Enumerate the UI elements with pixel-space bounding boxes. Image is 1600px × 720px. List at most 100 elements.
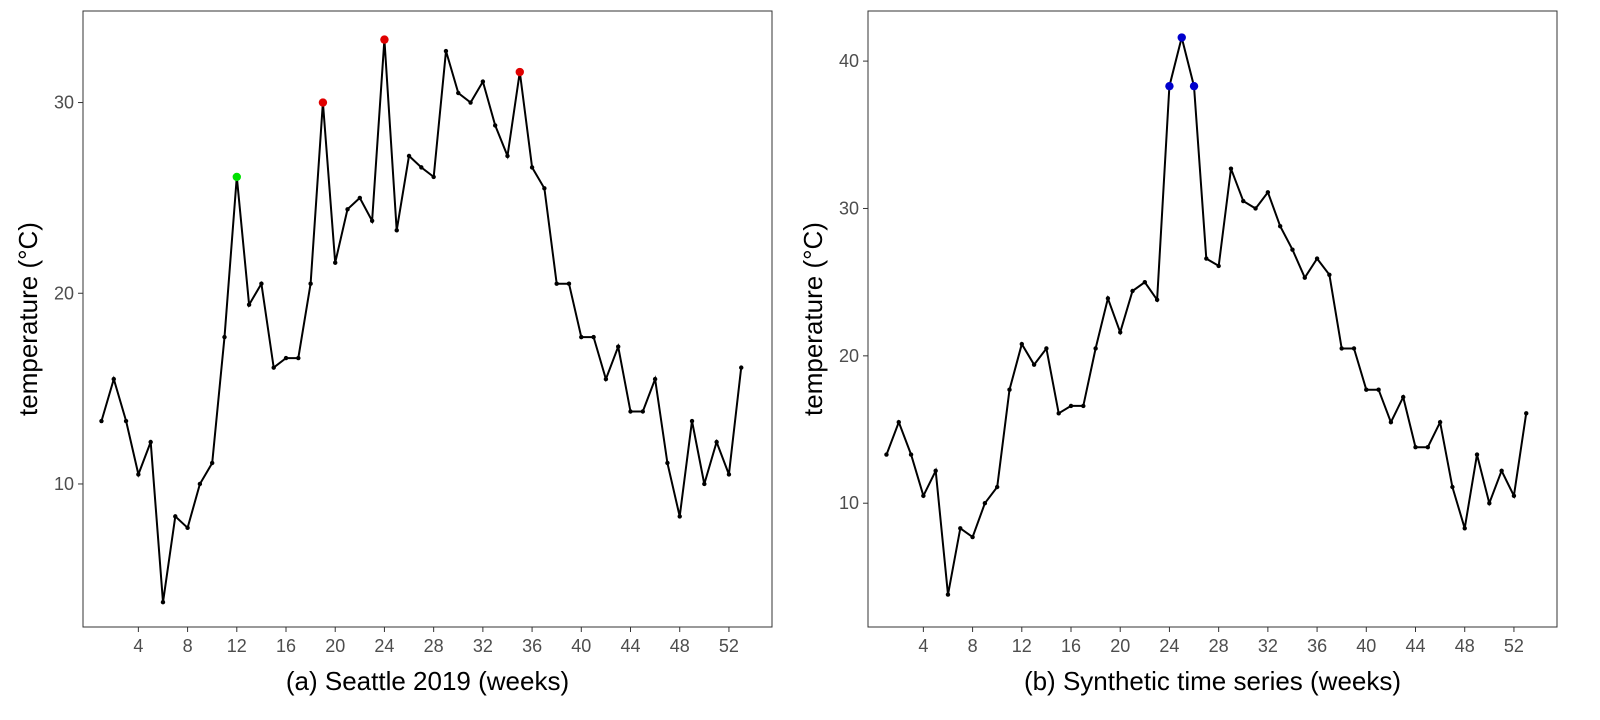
x-tick-label: 24 — [374, 636, 394, 656]
data-point — [1388, 419, 1394, 425]
series-line-a — [100, 39, 743, 603]
data-point — [945, 592, 951, 597]
data-point — [1031, 362, 1037, 367]
data-point — [1487, 501, 1492, 506]
x-tick-label: 52 — [719, 636, 739, 656]
data-point — [1499, 468, 1504, 473]
data-point — [591, 334, 596, 340]
x-tick-label: 52 — [1504, 636, 1524, 656]
data-point — [271, 365, 276, 370]
data-point — [1462, 526, 1467, 531]
data-point — [160, 600, 166, 605]
data-point — [209, 460, 215, 466]
y-tick-label: 40 — [839, 51, 859, 71]
data-point — [689, 418, 695, 424]
data-point — [739, 365, 744, 370]
x-tick-label: 44 — [1405, 636, 1425, 656]
data-point — [468, 100, 473, 105]
highlight-point — [1189, 81, 1199, 91]
data-point — [1265, 190, 1271, 195]
data-point — [970, 534, 975, 540]
highlight-point — [318, 98, 328, 107]
data-point — [1314, 256, 1320, 261]
data-point — [1290, 247, 1295, 252]
data-point — [283, 355, 289, 361]
data-point — [1364, 387, 1369, 392]
data-point — [1524, 411, 1529, 416]
data-point — [896, 419, 901, 425]
data-point — [628, 409, 633, 414]
data-point — [616, 344, 621, 349]
chart-a-xlabel: (a) Seattle 2019 (weeks) — [286, 666, 569, 696]
panel-border-a — [82, 10, 773, 628]
x-tick-label: 44 — [620, 636, 640, 656]
data-point — [492, 123, 498, 128]
chart-b-xlabel: (b) Synthetic time series (weeks) — [1024, 666, 1401, 696]
x-tick-label: 32 — [473, 636, 493, 656]
data-point — [1081, 403, 1086, 409]
data-point — [1351, 346, 1357, 351]
data-point — [1376, 387, 1381, 392]
data-point — [185, 525, 190, 531]
x-tick-label: 12 — [227, 636, 247, 656]
data-point — [1474, 452, 1480, 457]
y-tick-label: 20 — [54, 283, 74, 303]
series-line-b — [885, 37, 1528, 595]
x-tick-label: 40 — [571, 636, 591, 656]
x-tick-label: 20 — [325, 636, 345, 656]
x-tick-label: 28 — [1209, 636, 1229, 656]
x-tick-label: 48 — [1455, 636, 1475, 656]
y-tick-label: 30 — [839, 198, 859, 218]
panel-border-b — [867, 10, 1558, 628]
data-point — [1216, 263, 1221, 269]
x-tick-label: 8 — [183, 636, 193, 656]
data-point — [714, 439, 719, 445]
x-tick-label: 48 — [670, 636, 690, 656]
data-point — [419, 165, 424, 170]
data-point — [197, 481, 203, 487]
data-point — [246, 302, 252, 307]
data-point — [111, 376, 116, 382]
data-point — [1425, 445, 1431, 450]
data-point — [345, 207, 350, 212]
data-point — [369, 218, 375, 223]
data-point — [884, 452, 889, 457]
x-tick-label: 36 — [1307, 636, 1327, 656]
y-tick-label: 10 — [54, 474, 74, 494]
highlight-point — [515, 67, 524, 77]
data-point — [1105, 296, 1111, 301]
data-point — [259, 281, 264, 286]
data-point — [1302, 275, 1307, 280]
data-point — [296, 355, 301, 361]
data-point — [702, 481, 707, 487]
data-point — [1511, 493, 1517, 499]
data-point — [357, 195, 363, 201]
highlight-point — [1165, 81, 1174, 91]
data-point — [958, 526, 963, 531]
data-point — [505, 153, 510, 159]
data-point — [726, 472, 732, 477]
data-point — [136, 472, 141, 477]
data-point — [921, 493, 926, 499]
data-point — [173, 514, 178, 519]
data-point — [480, 79, 486, 84]
data-point — [1253, 206, 1258, 211]
data-point — [677, 514, 682, 519]
data-point — [456, 90, 461, 96]
x-tick-label: 28 — [424, 636, 444, 656]
x-tick-label: 8 — [968, 636, 978, 656]
highlight-point — [1177, 33, 1186, 42]
x-tick-label: 20 — [1110, 636, 1130, 656]
highlight-point — [232, 172, 241, 182]
data-point — [1450, 484, 1455, 490]
data-point — [99, 418, 104, 424]
data-point — [579, 334, 584, 340]
data-point — [982, 501, 988, 506]
data-point — [406, 153, 412, 159]
data-point — [652, 376, 658, 382]
data-point — [1204, 256, 1209, 261]
x-tick-label: 16 — [276, 636, 296, 656]
data-point — [529, 165, 535, 170]
x-tick-label: 36 — [522, 636, 542, 656]
